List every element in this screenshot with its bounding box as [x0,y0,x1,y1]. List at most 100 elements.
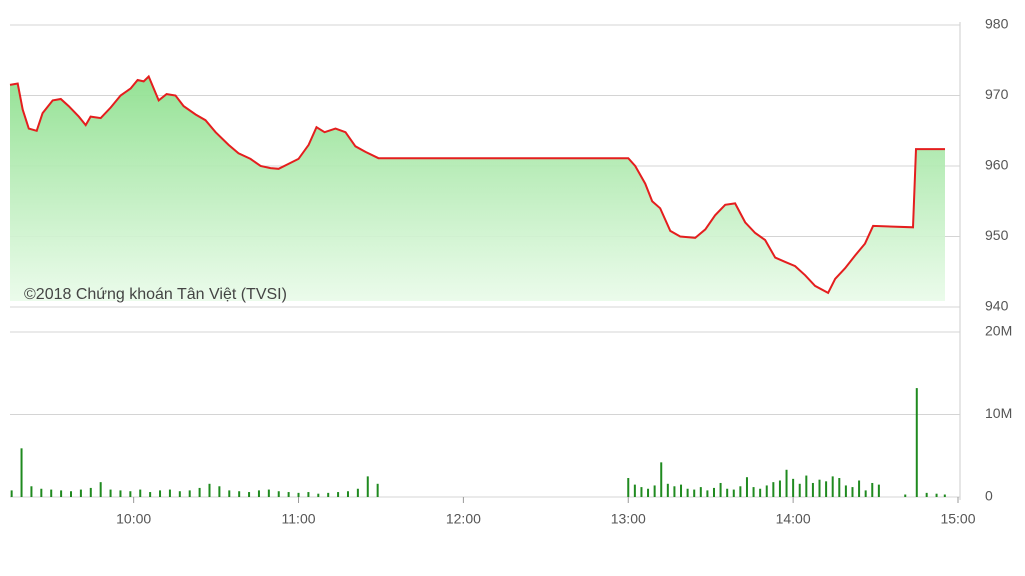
volume-bar [30,486,33,497]
volume-bar [376,483,379,497]
volume-bar [699,487,702,497]
volume-bar [60,490,63,497]
volume-bar [257,490,260,497]
x-tick-label: 13:00 [611,511,646,527]
volume-bar [79,489,82,497]
volume-bar [732,489,735,497]
volume-bar [89,487,92,497]
volume-bar [139,489,142,497]
volume-bar [119,490,122,497]
volume-bar [719,482,722,497]
volume-bar [759,488,762,497]
volume-bar [752,487,755,497]
y-tick-label: 980 [985,16,1009,32]
volume-bar [317,493,320,497]
volume-bar [864,490,867,497]
y-tick-label: 970 [985,86,1009,102]
volume-bar [99,482,102,497]
volume-bar [825,481,828,497]
volume-bar [772,482,775,497]
volume-bar [726,488,729,497]
area-fill [10,76,945,301]
y-tick-label: 950 [985,227,1009,243]
volume-bar [805,475,808,497]
x-tick-label: 12:00 [446,511,481,527]
volume-bar [20,448,23,497]
volume-bar [267,489,270,497]
volume-bar [297,492,300,497]
volume-bar [785,469,788,497]
volume-bar [640,487,643,497]
volume-bar [327,492,330,497]
volume-bar [653,485,656,497]
volume-bar [40,488,43,497]
volume-bar [633,484,636,497]
volume-bar [50,489,53,497]
volume-bar [680,484,683,497]
volume-bar [277,491,280,497]
volume-bar [178,491,181,497]
volume-bar [188,490,191,497]
volume-bar [831,476,834,497]
volume-bar [109,489,112,497]
x-tick-label: 11:00 [282,511,316,527]
volume-bar [366,476,369,497]
volume-bar [915,388,918,497]
volume-bar [10,490,13,497]
volume-bar [248,492,251,497]
volume-bar [666,483,669,497]
volume-bar [356,488,359,497]
volume-bar [208,483,211,497]
volume-bar [307,492,310,497]
volume-bar [238,491,241,497]
volume-bar [647,488,650,497]
volume-bar [346,491,349,497]
volume-bar [129,491,132,497]
volume-bar [844,485,847,497]
volume-bar [159,490,162,497]
volume-bar [765,485,768,497]
volume-bar [798,483,801,497]
volume-bar [228,490,231,497]
volume-bar [198,487,201,497]
x-tick-label: 10:00 [116,511,151,527]
volume-bar [337,492,340,497]
volume-bar [673,486,676,497]
volume-bar [818,479,821,497]
volume-bar [627,478,630,497]
volume-bar [712,487,715,497]
volume-bar [739,486,742,497]
y-tick-label: 10M [985,405,1012,421]
annotation: ©2018 Chứng khoán Tân Việt (TVSI) [24,286,287,303]
volume-bar [778,480,781,497]
volume-bar [693,489,696,497]
volume-bar [792,478,795,497]
volume-bar [935,493,938,497]
volume-bar [871,482,874,497]
y-tick-label: 960 [985,157,1009,173]
volume-bar [660,462,663,497]
volume-bar [218,486,221,497]
volume-bar [168,489,171,497]
x-tick-label: 15:00 [940,511,975,527]
volume-bar [838,478,841,497]
volume-bar [858,480,861,497]
volume-bar [287,492,290,497]
volume-bar [904,494,907,497]
price-line [9,74,945,295]
volume-bar [706,490,709,497]
volume-bar [943,494,946,497]
volume-bar [925,492,928,497]
volume-bar [877,484,880,497]
volume-bar [851,487,854,497]
y-tick-label: 0 [985,488,993,504]
volume-bar [149,492,152,497]
y-tick-label: 20M [985,323,1012,339]
x-tick-label: 14:00 [776,511,811,527]
volume-bar [745,477,748,497]
y-tick-label: 940 [985,298,1009,314]
volume-bar [70,491,73,497]
volume-bar [686,488,689,497]
volume-bar [811,482,814,497]
